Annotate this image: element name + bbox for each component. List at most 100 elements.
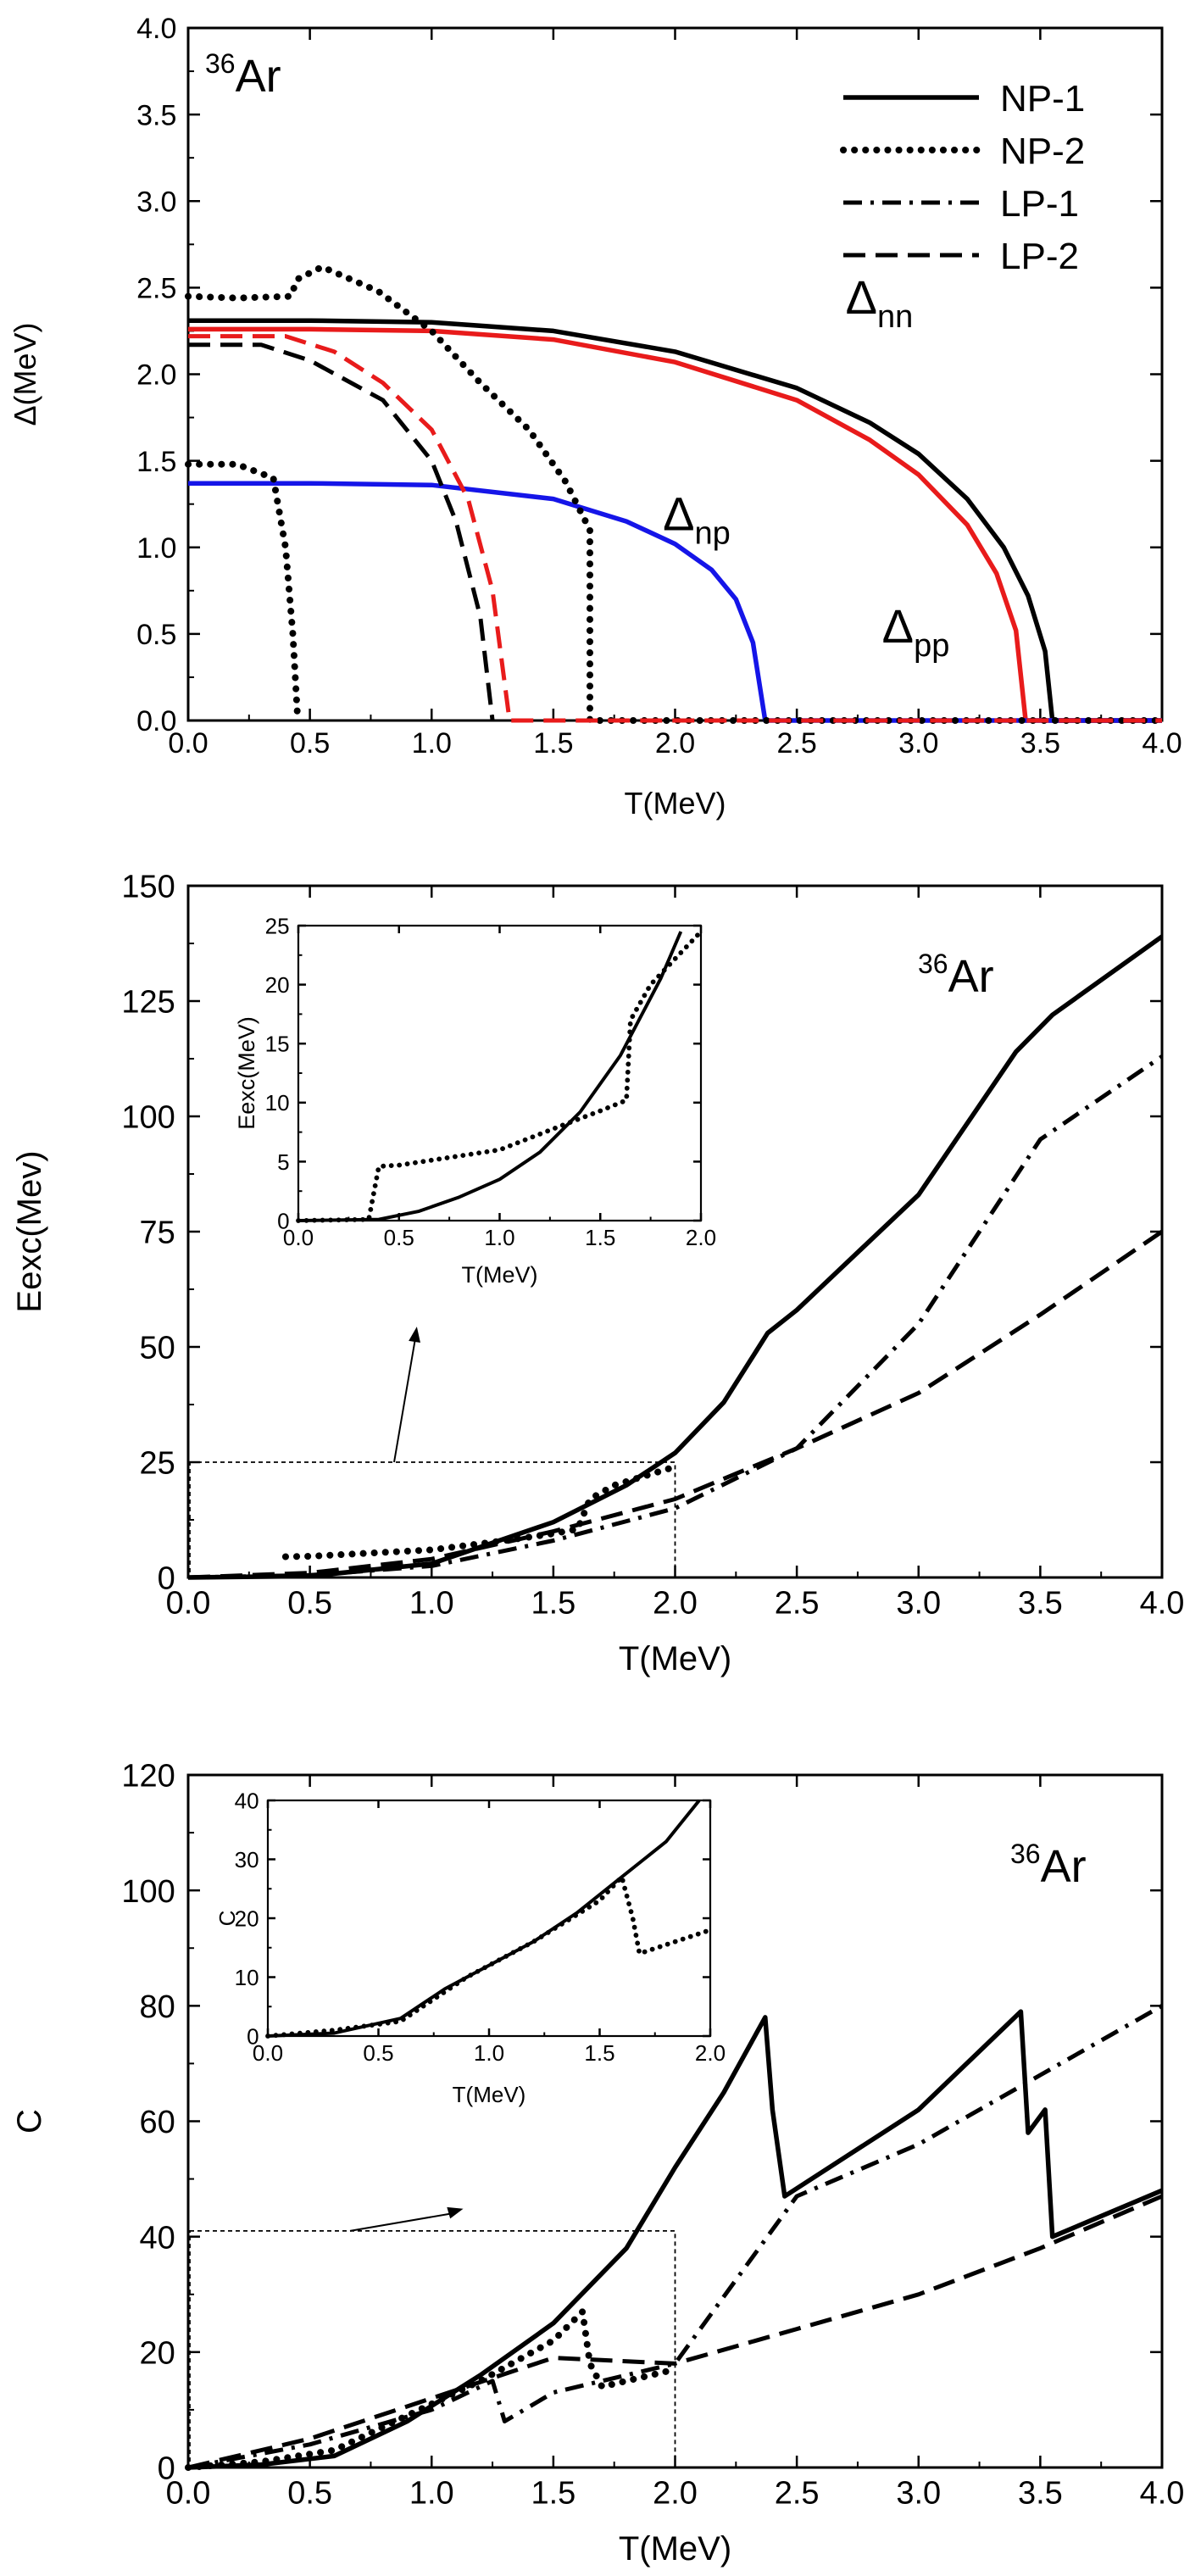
panel-excitation-energy-nucleus-element: Ar [948, 951, 994, 1002]
panel-gap-series-np-2-3 [185, 263, 1165, 724]
panel-gap-x-tick-label: 3.0 [898, 727, 938, 759]
panel-excitation-energy-y-tick-label: 50 [140, 1331, 175, 1366]
panel-gap: 0.0 0.5 1.0 1.5 2.0 2.5 3.0 3.5 4.0 0.0 0.5 1.0 1.5 2… [8, 13, 1182, 821]
panel-heat-capacity-inset-y-tick-label: 20 [235, 1906, 259, 1931]
panel-excitation-energy-inset: 0.0 0.5 1.0 1.5 2.0 0 5 10 15 20 25 T(MeV) Eexc(MeV) [234, 913, 716, 1288]
panel-excitation-energy-nucleus-mass: 36 [918, 949, 948, 979]
panel-heat-capacity-nucleus-mass: 36 [1010, 1839, 1041, 1869]
panel-gap-label-delta-np: Δnp [663, 487, 731, 551]
panel-heat-capacity-x-axis-title: T(MeV) [619, 2530, 731, 2568]
panel-excitation-energy-inset-y-tick-label: 5 [277, 1149, 289, 1175]
panel-excitation-energy-series-lp-2-3 [187, 1229, 1164, 1580]
panel-excitation-energy-x-tick-label: 0.0 [166, 1586, 211, 1622]
panel-excitation-energy-inset-x-tick-label: 2.0 [686, 1225, 716, 1250]
panel-gap-x-axis-title: T(MeV) [625, 786, 726, 821]
panel-excitation-energy-inset-y-tick-label: 0 [277, 1208, 289, 1233]
panel-heat-capacity-inset: 0.0 0.5 1.0 1.5 2.0 0 10 20 30 40 T(MeV) C [214, 1788, 726, 2107]
panel-gap-x-tick-label: 2.0 [655, 727, 695, 759]
panel-excitation-energy-inset-frame [297, 924, 703, 1222]
panel-gap-series-lp-2-6 [188, 334, 1162, 723]
panel-heat-capacity-nucleus-label: 36Ar [1010, 1839, 1087, 1892]
panel-gap-series-np-2-4 [185, 460, 302, 724]
panel-excitation-energy-series-lp-1-2 [187, 1054, 1164, 1580]
panel-excitation-energy-y-tick-label: 150 [121, 870, 175, 905]
panel-excitation-energy-inset-x-tick-label: 1.5 [585, 1225, 615, 1250]
panel-excitation-energy-inset-series-np-1-0 [297, 931, 683, 1222]
panel-gap-label-delta-np-sub: np [695, 515, 731, 551]
panel-gap-legend-label-np-1: NP-1 [1000, 78, 1085, 120]
panel-gap-y-tick-label: 2.0 [136, 359, 176, 392]
panel-heat-capacity-inset-frame [266, 1799, 712, 2038]
panel-gap-y-tick-label: 1.5 [136, 446, 176, 478]
panel-heat-capacity-x-tick-label: 2.5 [775, 2476, 820, 2512]
panel-excitation-energy-y-tick-label: 0 [158, 1561, 175, 1597]
panel-gap-series-np-1-2 [188, 481, 1162, 723]
panel-gap-nucleus-mass: 36 [205, 48, 236, 79]
panel-heat-capacity-series-np-2-1 [185, 2308, 679, 2471]
panel-heat-capacity-x-tick-label: 0.5 [287, 2476, 332, 2512]
panel-heat-capacity-y-tick-label: 0 [158, 2451, 175, 2487]
panel-heat-capacity-inset-y-axis-title: C [214, 1911, 240, 1927]
panel-heat-capacity-inset-y-tick-label: 10 [235, 1965, 259, 1990]
panel-excitation-energy-y-axis-title: Eexc(Mev) [11, 1150, 48, 1312]
panel-excitation-energy-y-tick-label: 25 [140, 1446, 175, 1482]
panel-excitation-energy-zoom-arrow-head [409, 1327, 420, 1344]
panel-heat-capacity-inset-x-tick-label: 0.0 [253, 2040, 283, 2066]
panel-heat-capacity-x-tick-label: 1.5 [531, 2476, 575, 2512]
panel-excitation-energy-inset-x-tick-label: 1.0 [484, 1225, 514, 1250]
panel-excitation-energy-x-tick-label: 3.5 [1018, 1586, 1063, 1622]
panel-heat-capacity-y-axis-title: C [11, 2109, 48, 2134]
panel-gap-y-tick-label: 3.0 [136, 186, 176, 218]
panel-excitation-energy-zoom-arrow [393, 1338, 416, 1463]
panel-heat-capacity-y-tick-label: 40 [140, 2220, 175, 2256]
panel-gap-label-delta-pp: Δpp [882, 599, 950, 664]
panel-gap-x-tick-label: 1.0 [412, 727, 452, 759]
panel-excitation-energy-zoom-box [189, 1461, 676, 1578]
panel-excitation-energy-series-np-1-0 [187, 934, 1164, 1580]
panel-heat-capacity-zoom-arrow-head [447, 2206, 464, 2219]
panel-gap-label-delta-pp-sub: pp [914, 628, 949, 664]
panel-gap-nucleus-element: Ar [236, 51, 281, 102]
panel-heat-capacity: 0.0 0.5 1.0 1.5 2.0 2.5 3.0 3.5 4.00204060801001… [11, 1759, 1184, 2568]
panel-heat-capacity-series-lp-1-2 [187, 2004, 1164, 2470]
panel-excitation-energy-inset-y-tick-label: 15 [265, 1032, 290, 1057]
panel-excitation-energy-x-tick-label: 2.0 [653, 1586, 698, 1622]
panel-excitation-energy-inset-x-tick-label: 0.0 [283, 1225, 314, 1250]
panel-gap-x-tick-label: 2.5 [776, 727, 816, 759]
panel-gap-x-tick-label: 1.5 [533, 727, 573, 759]
panel-gap-x-tick-label: 4.0 [1142, 727, 1182, 759]
panel-excitation-energy-inset-y-tick-label: 10 [265, 1090, 290, 1116]
panel-gap-y-tick-label: 3.5 [136, 99, 176, 131]
panel-heat-capacity-inset-y-tick-label: 0 [247, 2023, 259, 2049]
panel-heat-capacity-y-tick-label: 60 [140, 2105, 175, 2140]
panel-heat-capacity-zoom-arrow [349, 2212, 454, 2232]
panel-gap-nucleus-label: 36Ar [205, 48, 281, 102]
panel-heat-capacity-y-tick-label: 80 [140, 1989, 175, 2025]
panel-excitation-energy: 0.0 0.5 1.0 1.5 2.0 2.5 3.0 3.5 4.00255075100125… [11, 870, 1184, 1677]
panel-gap-label-delta-nn-base: Δ [846, 270, 877, 324]
panel-excitation-energy-inset-y-tick-label: 25 [265, 913, 290, 938]
panel-gap-legend-label-lp-1: LP-1 [1000, 183, 1079, 225]
panel-heat-capacity-inset-series-np-2-1 [265, 1874, 713, 2039]
panel-heat-capacity-x-tick-label: 3.5 [1018, 2476, 1063, 2512]
panel-excitation-energy-inset-x-axis-title: T(MeV) [462, 1262, 538, 1288]
panel-gap-legend-label-np-2: NP-2 [1000, 131, 1085, 172]
panel-heat-capacity-y-tick-label: 120 [121, 1759, 175, 1794]
panel-excitation-energy-y-tick-label: 100 [121, 1100, 175, 1136]
panel-excitation-energy-x-tick-label: 4.0 [1140, 1586, 1185, 1622]
panel-excitation-energy-x-tick-label: 2.5 [775, 1586, 820, 1622]
panel-gap-y-tick-label: 0.5 [136, 619, 176, 651]
panel-heat-capacity-zoom-box [189, 2229, 676, 2468]
panel-heat-capacity-x-tick-label: 4.0 [1140, 2476, 1185, 2512]
panel-heat-capacity-x-tick-label: 1.0 [409, 2476, 454, 2512]
panel-gap-y-tick-label: 0.0 [136, 705, 176, 737]
panel-heat-capacity-inset-x-tick-label: 1.5 [584, 2040, 614, 2066]
panel-heat-capacity-inset-y-tick-label: 40 [235, 1788, 259, 1813]
panel-heat-capacity-x-tick-label: 3.0 [896, 2476, 941, 2512]
panel-heat-capacity-y-tick-label: 100 [121, 1874, 175, 1910]
panel-gap-label-delta-nn: Δnn [846, 270, 914, 335]
panel-excitation-energy-x-tick-label: 1.5 [531, 1586, 575, 1622]
panel-excitation-energy-inset-series-np-2-1 [296, 929, 703, 1223]
panel-excitation-energy-x-tick-label: 1.0 [409, 1586, 454, 1622]
